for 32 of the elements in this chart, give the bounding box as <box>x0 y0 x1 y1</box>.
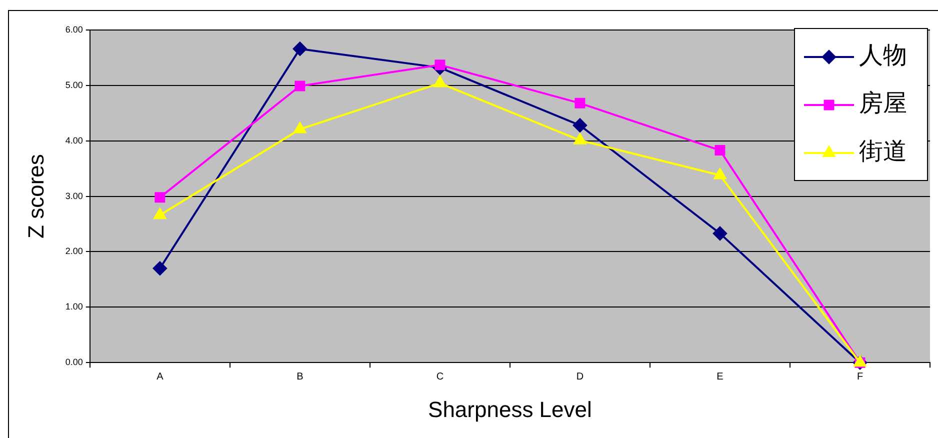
y-tick-label: 1.00 <box>65 302 83 312</box>
point <box>574 133 586 144</box>
x-axis-title: Sharpness Level <box>428 396 592 422</box>
point <box>294 80 306 92</box>
y-axis-title: Z scores <box>23 154 48 238</box>
x-tick-label: C <box>436 371 444 382</box>
point <box>292 42 307 56</box>
point <box>152 261 167 276</box>
y-tick-label: 6.00 <box>65 24 83 34</box>
point <box>714 168 726 180</box>
x-tick-label: B <box>296 371 304 382</box>
y-tick-label: 3.00 <box>65 190 83 201</box>
point <box>434 76 446 88</box>
x-tick-label: F <box>856 371 864 382</box>
x-tick-label: E <box>716 371 724 382</box>
legend-label: 人物 <box>859 41 907 70</box>
y-tick-label: 5.00 <box>65 80 83 90</box>
point <box>712 226 727 240</box>
y-tick-label: 4.00 <box>65 135 83 146</box>
x-tick-label: A <box>156 371 164 382</box>
y-tick-label: 2.00 <box>65 246 83 256</box>
point <box>574 98 586 108</box>
x-tick-label: D <box>576 371 584 382</box>
legend-label: 房屋 <box>859 89 907 118</box>
legend-label: 街道 <box>859 137 907 166</box>
point <box>154 192 166 203</box>
point <box>294 122 306 134</box>
y-tick-label: 0.00 <box>65 357 83 368</box>
point <box>154 208 166 220</box>
point <box>714 145 726 156</box>
point <box>572 118 587 132</box>
point <box>434 60 446 70</box>
